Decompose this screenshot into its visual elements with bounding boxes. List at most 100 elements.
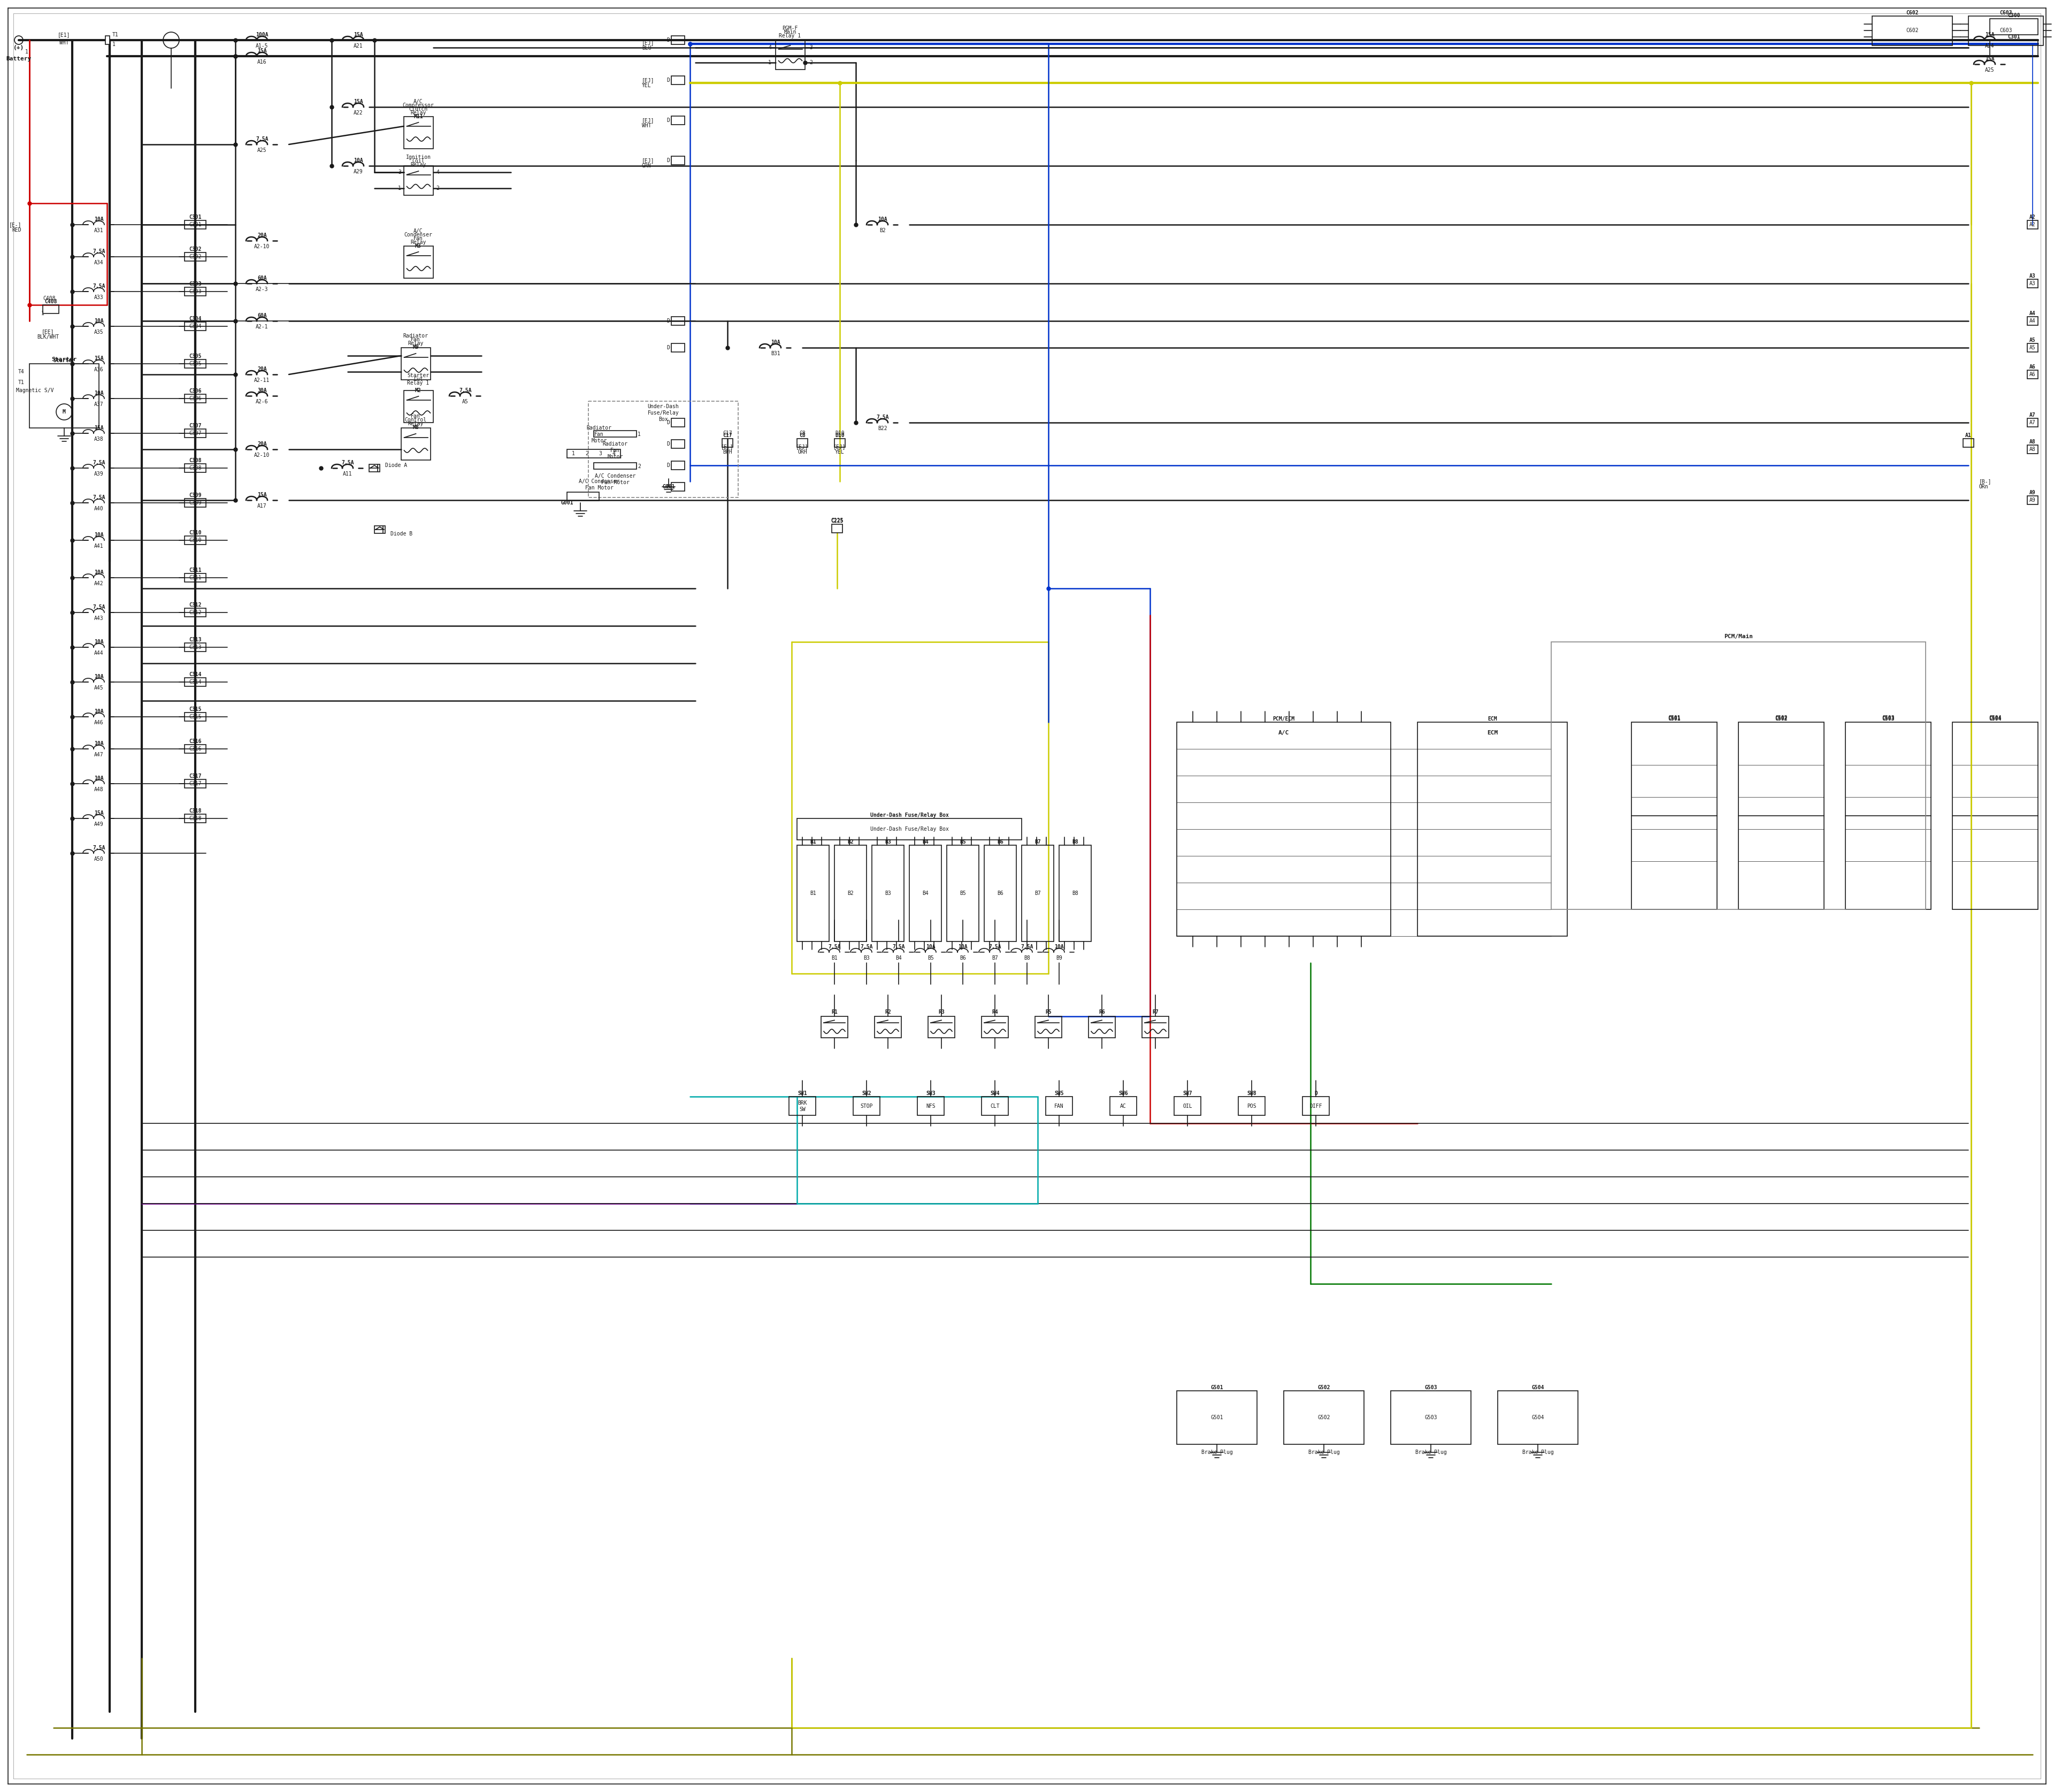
Text: 10A: 10A — [94, 217, 103, 222]
Text: SW3: SW3 — [926, 1091, 935, 1097]
Bar — [2027, 344, 2038, 351]
Text: G501: G501 — [1210, 1416, 1224, 1421]
Text: [E-]: [E-] — [8, 222, 21, 228]
Text: C502: C502 — [1775, 717, 1787, 722]
Text: Fan: Fan — [411, 337, 421, 342]
Text: B3: B3 — [863, 955, 869, 961]
Bar — [185, 607, 205, 616]
Text: B9: B9 — [1056, 955, 1062, 961]
Text: Fan: Fan — [413, 237, 423, 242]
Text: [EE]: [EE] — [41, 330, 53, 335]
Text: A44: A44 — [94, 650, 103, 656]
Text: A47: A47 — [94, 753, 103, 758]
Text: WHT: WHT — [641, 124, 651, 129]
Text: G001: G001 — [661, 484, 676, 489]
Bar — [1109, 1097, 1136, 1115]
Text: A2-10: A2-10 — [255, 453, 269, 459]
Text: C307: C307 — [189, 430, 201, 435]
Text: 10A: 10A — [1054, 944, 1064, 950]
Bar — [1738, 722, 1824, 909]
Text: 1: 1 — [25, 48, 29, 54]
Text: 4: 4 — [612, 452, 614, 457]
Bar — [185, 360, 205, 367]
Text: C314: C314 — [189, 679, 201, 685]
Text: C305: C305 — [189, 360, 201, 366]
Bar — [1964, 439, 1974, 448]
Bar — [185, 253, 205, 262]
Text: A46: A46 — [94, 720, 103, 726]
Text: C309: C309 — [189, 500, 201, 505]
Text: R4: R4 — [992, 1009, 998, 1014]
Text: 60A: 60A — [257, 276, 267, 281]
Text: 20A: 20A — [257, 233, 267, 238]
Bar — [1551, 642, 1927, 909]
Text: 10A: 10A — [94, 674, 103, 679]
Text: Fan Motor: Fan Motor — [602, 480, 629, 486]
Bar — [834, 439, 844, 448]
Text: A/C: A/C — [413, 99, 423, 104]
Text: B4: B4 — [922, 839, 928, 844]
Text: 4: 4 — [435, 170, 440, 176]
Bar — [405, 167, 433, 195]
Text: C306: C306 — [189, 396, 201, 401]
Text: A33: A33 — [94, 294, 103, 299]
Text: A1-5: A1-5 — [257, 43, 269, 48]
Bar — [594, 430, 637, 437]
Text: R1: R1 — [832, 1009, 838, 1014]
Text: Diode B: Diode B — [390, 530, 413, 536]
Text: C316: C316 — [189, 738, 201, 744]
Bar — [185, 573, 205, 582]
Bar — [374, 525, 386, 534]
Text: C306: C306 — [189, 389, 201, 394]
Text: C317: C317 — [189, 781, 201, 787]
Text: B2: B2 — [848, 891, 854, 896]
Bar — [672, 482, 684, 491]
Text: A37: A37 — [94, 401, 103, 407]
Text: 7.5A: 7.5A — [828, 944, 840, 950]
Bar — [594, 462, 637, 470]
Bar — [852, 1097, 879, 1115]
Text: 15A: 15A — [353, 32, 364, 38]
Text: SW1: SW1 — [797, 1091, 807, 1097]
Bar — [1990, 18, 2038, 34]
Text: 100A: 100A — [257, 32, 269, 38]
Text: CLT: CLT — [990, 1104, 1000, 1109]
Text: 10A: 10A — [94, 740, 103, 745]
Text: ECM: ECM — [1487, 717, 1497, 722]
Text: SW4: SW4 — [990, 1091, 1000, 1097]
Text: M8: M8 — [413, 425, 419, 430]
Text: 10A: 10A — [94, 640, 103, 645]
Bar — [185, 713, 205, 720]
Text: 15A: 15A — [257, 493, 267, 498]
Text: C316: C316 — [189, 745, 201, 751]
Text: Starter: Starter — [51, 357, 76, 362]
Bar — [672, 439, 684, 448]
Bar — [2027, 418, 2038, 426]
Text: 1: 1 — [41, 310, 45, 315]
Text: 7.5A: 7.5A — [891, 944, 906, 950]
Text: A50: A50 — [94, 857, 103, 862]
Bar — [789, 1097, 815, 1115]
Bar — [1497, 1391, 1577, 1444]
Text: C315: C315 — [189, 715, 201, 719]
Text: C308: C308 — [189, 466, 201, 471]
Text: Brake Plug: Brake Plug — [1415, 1450, 1446, 1455]
Bar — [672, 156, 684, 165]
Text: DIFF: DIFF — [1310, 1104, 1323, 1109]
Text: D: D — [668, 462, 670, 468]
Text: 10A: 10A — [94, 532, 103, 538]
Text: [EJ]: [EJ] — [834, 444, 846, 450]
Bar — [918, 1097, 945, 1115]
Text: G504: G504 — [1532, 1416, 1545, 1421]
Text: SW8: SW8 — [1247, 1091, 1257, 1097]
Text: A41: A41 — [94, 543, 103, 548]
Text: D: D — [668, 419, 670, 425]
Text: Fan: Fan — [610, 448, 620, 453]
Text: FAN: FAN — [1054, 1104, 1064, 1109]
Bar — [875, 1016, 902, 1038]
Text: G501: G501 — [1210, 1385, 1224, 1391]
Text: B3: B3 — [885, 891, 891, 896]
Text: Under-Dash Fuse/Relay Box: Under-Dash Fuse/Relay Box — [871, 812, 949, 817]
Text: A2-11: A2-11 — [255, 378, 269, 383]
Text: 7.5A: 7.5A — [92, 604, 105, 609]
